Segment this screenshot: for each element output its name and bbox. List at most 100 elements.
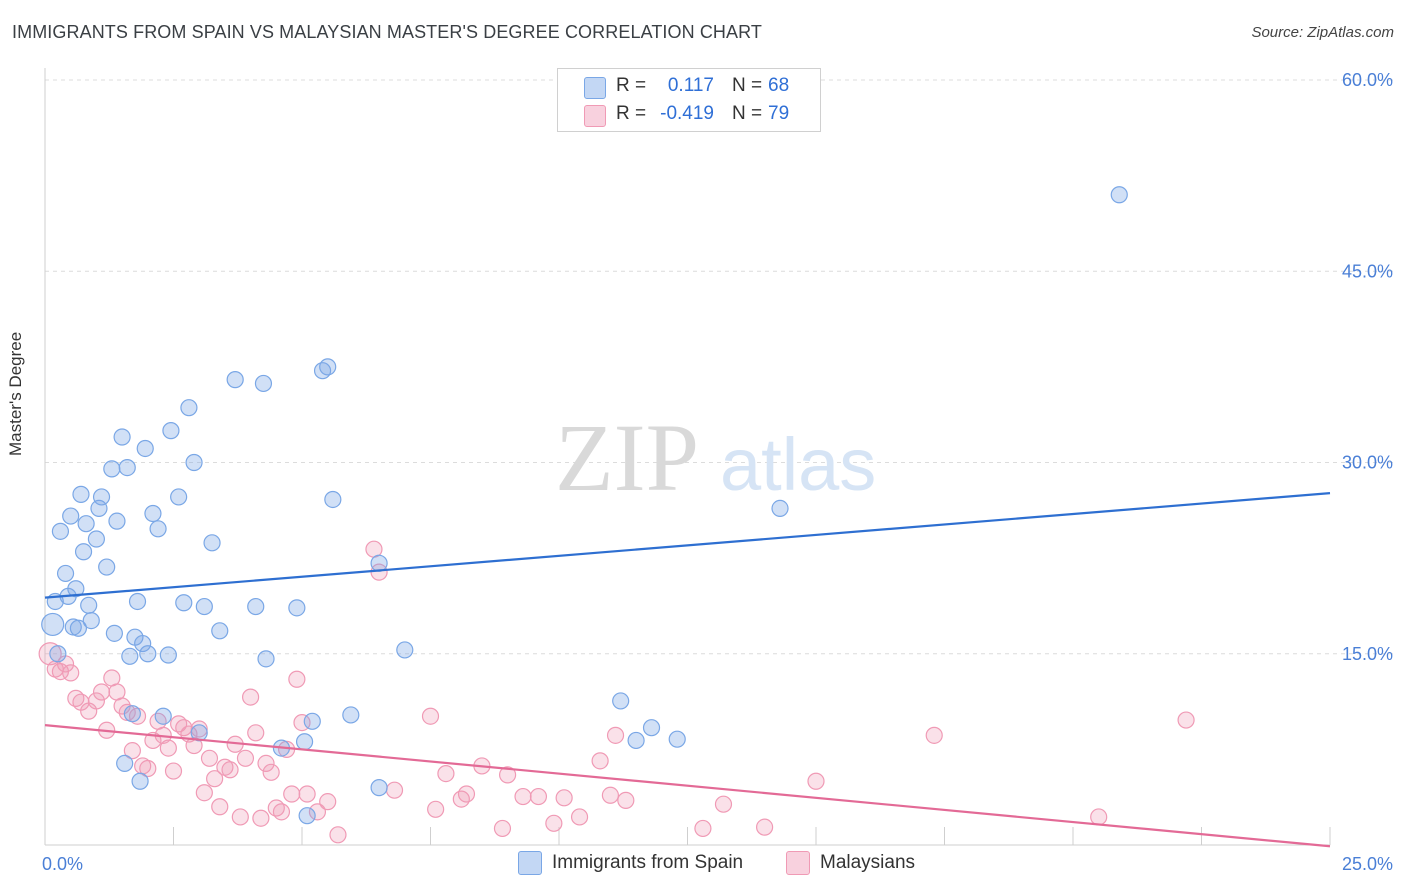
spain-point [108,512,126,530]
malaysian-point [62,664,80,682]
spain-point [175,594,193,612]
spain-point [139,645,157,663]
malaysian-point [185,736,203,755]
spain-point [396,641,414,659]
legend-swatch-spain [518,851,542,875]
spain-point [56,564,75,583]
malaysian-point [1090,808,1108,826]
spain-point [77,515,95,533]
spain-point [69,619,88,637]
spain-point [180,399,198,417]
spain-point [642,719,661,737]
legend-n-label: N = [732,75,763,96]
watermark-zip: ZIP [555,404,699,511]
malaysian-point [164,762,183,780]
malaysian-point [714,795,733,813]
malaysian-point [252,809,270,827]
spain-point [298,807,316,825]
malaysian-point [694,819,712,838]
malaysian-point [452,790,470,808]
malaysian-point [159,739,177,757]
trend-line-spain [44,492,1331,599]
x-tick-label: 0.0% [42,854,83,874]
legend-n-value: 68 [768,75,790,96]
spain-point [288,599,306,617]
spain-point [49,645,67,663]
series-malaysians [38,540,1195,844]
spain-point [668,730,686,748]
chart-title: IMMIGRANTS FROM SPAIN VS MALAYSIAN MASTE… [12,22,763,42]
malaysian-point [437,764,455,783]
spain-point [185,453,203,472]
malaysian-point [195,784,213,802]
malaysian-point [272,803,291,821]
spain-point [162,422,180,440]
spain-point [195,597,213,616]
malaysian-point [555,789,573,807]
malaysian-point [298,785,316,803]
legend-r-label: R = [616,75,647,96]
legend-r-value: -0.419 [660,103,714,124]
malaysian-point [190,720,208,738]
spain-point [247,597,265,616]
spain-point [128,592,147,611]
malaysian-point [385,781,404,799]
malaysian-point [514,787,532,806]
spain-point [144,504,162,523]
spain-point [72,485,90,503]
spain-point [134,634,152,653]
malaysian-point [545,814,563,832]
spain-point [105,624,123,642]
spain-point [67,580,85,598]
malaysian-point [92,683,111,701]
spain-point [98,558,116,576]
y-tick-label: 15.0% [1342,644,1393,664]
malaysian-point [262,763,280,781]
spain-point [118,459,136,477]
spain-point [211,622,229,640]
malaysian-point [529,787,548,806]
spain-point [87,530,106,548]
spain-point [1110,186,1128,204]
malaysian-point [139,759,157,778]
spain-point [342,706,360,724]
series-immigrants-from-spain [41,186,1128,825]
spain-point [116,754,134,773]
spain-point [257,650,275,668]
spain-point [103,460,121,478]
legend-label-spain: Immigrants from Spain [552,852,744,873]
malaysian-point [247,724,265,742]
spain-point [136,439,154,458]
malaysian-point [242,688,260,706]
spain-point [92,488,111,506]
tick-labels: 15.0% 30.0% 45.0% 60.0% 0.0% 25.0% [42,70,1393,874]
malaysian-point [1177,711,1195,729]
malaysian-point [200,749,219,767]
spain-point [159,646,177,664]
legend-n-value: 79 [768,103,790,124]
malaysian-point [283,785,301,803]
malaysian-point [257,754,275,773]
trend-lines [44,492,1331,848]
malaysian-point [288,670,306,688]
malaysian-point [493,819,512,838]
malaysian-point [421,707,440,725]
malaysian-point [925,726,943,744]
spain-point [254,374,273,393]
spain-point [190,724,208,742]
spain-point [113,428,131,446]
spain-point [51,522,70,540]
malaysian-point [206,770,224,788]
spain-point [149,520,167,538]
spain-point [203,534,221,552]
watermark-atlas: atlas [720,423,876,506]
spain-point [627,731,645,750]
y-tick-label: 45.0% [1342,261,1393,281]
malaysian-point [329,826,347,844]
legend-swatch-malaysians [584,105,606,127]
legend-r-value: 0.117 [667,75,714,96]
spain-point [121,647,139,665]
y-tick-label: 30.0% [1342,453,1393,473]
spain-point [123,705,141,723]
